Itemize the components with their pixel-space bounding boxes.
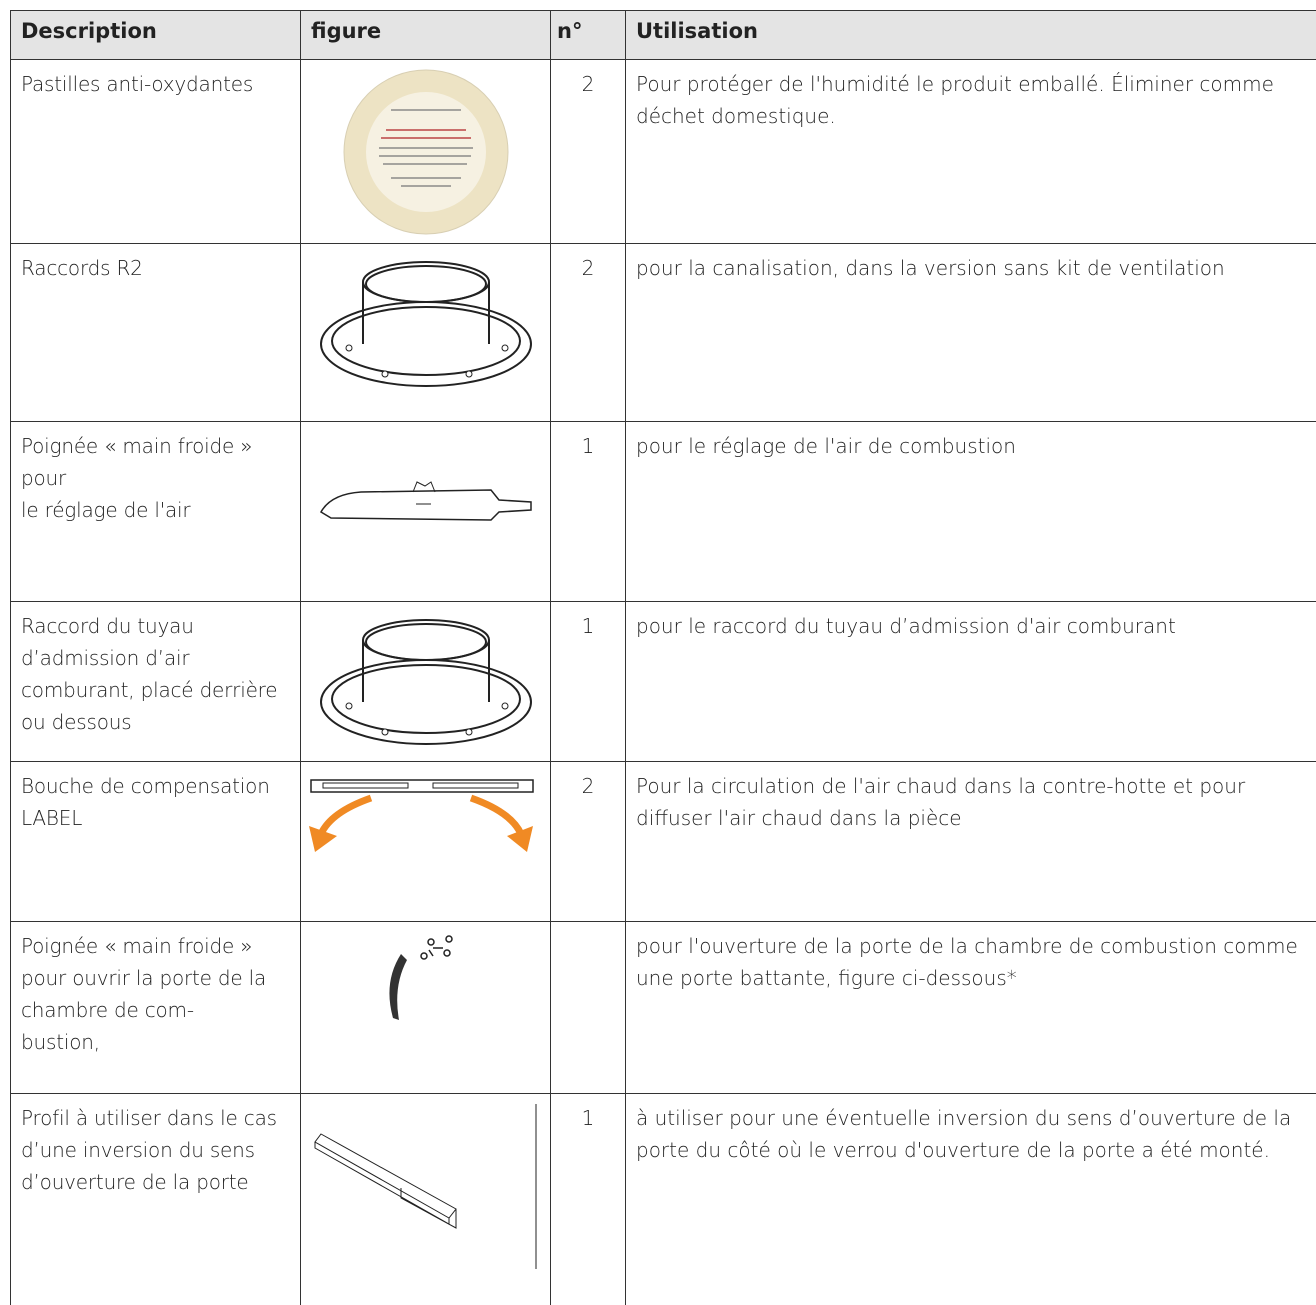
figure-cell <box>301 422 551 602</box>
description-cell: Profil à utiliser dans le cas d’une inve… <box>11 1094 301 1305</box>
figure-ring <box>301 244 551 422</box>
description-cell: Raccords R2 <box>11 244 301 422</box>
figure-cell <box>301 762 551 922</box>
table-row: Profil à utiliser dans le cas d’une inve… <box>11 1094 1316 1305</box>
header-cell: Description <box>11 11 301 60</box>
description-cell: Bouche de compensation LABEL <box>11 762 301 922</box>
header-row: Description figure n° Utilisation <box>11 11 1316 60</box>
usage-cell: pour le raccord du tuyau d’admission d'a… <box>626 602 1316 762</box>
parts-table: Description figure n° Utilisation Pastil… <box>10 10 1316 1305</box>
header-cell: n° <box>551 11 626 60</box>
usage-cell: à utiliser pour une éventuelle inversion… <box>626 1094 1316 1305</box>
quantity-cell: 2 <box>551 762 626 922</box>
quantity-cell: 1 <box>551 1094 626 1305</box>
usage-cell: pour le réglage de l'air de combustion <box>626 422 1316 602</box>
usage-cell: Pour protéger de l'humidité le produit e… <box>626 60 1316 244</box>
usage-cell: pour l'ouverture de la porte de la chamb… <box>626 922 1316 1094</box>
quantity-cell: 2 <box>551 244 626 422</box>
figure-ring <box>301 602 551 780</box>
table-row: Poignée « main froide » pour le réglage … <box>11 422 1316 602</box>
figure-cell <box>301 922 551 1094</box>
description-cell: Pastilles anti-oxydantes <box>11 60 301 244</box>
description-cell: Poignée « main froide » pour ouvrir la p… <box>11 922 301 1094</box>
figure-pellet <box>301 60 551 240</box>
quantity-cell: 1 <box>551 422 626 602</box>
figure-cell <box>301 60 551 244</box>
figure-cell <box>301 244 551 422</box>
figure-profile <box>301 1094 551 1305</box>
quantity-cell: 2 <box>551 60 626 244</box>
header-cell: Utilisation <box>626 11 1316 60</box>
figure-door-handle <box>301 922 551 1094</box>
figure-handle <box>301 422 551 600</box>
usage-cell: pour la canalisation, dans la version sa… <box>626 244 1316 422</box>
quantity-cell <box>551 922 626 1094</box>
header-cell: figure <box>301 11 551 60</box>
table-row: Raccord du tuyau d’admission d’air combu… <box>11 602 1316 762</box>
figure-cell <box>301 1094 551 1305</box>
description-cell: Poignée « main froide » pour le réglage … <box>11 422 301 602</box>
quantity-cell: 1 <box>551 602 626 762</box>
figure-cell <box>301 602 551 762</box>
figure-bar-vents <box>301 762 551 922</box>
description-cell: Raccord du tuyau d’admission d’air combu… <box>11 602 301 762</box>
usage-cell: Pour la circulation de l'air chaud dans … <box>626 762 1316 922</box>
table-row: Poignée « main froide » pour ouvrir la p… <box>11 922 1316 1094</box>
